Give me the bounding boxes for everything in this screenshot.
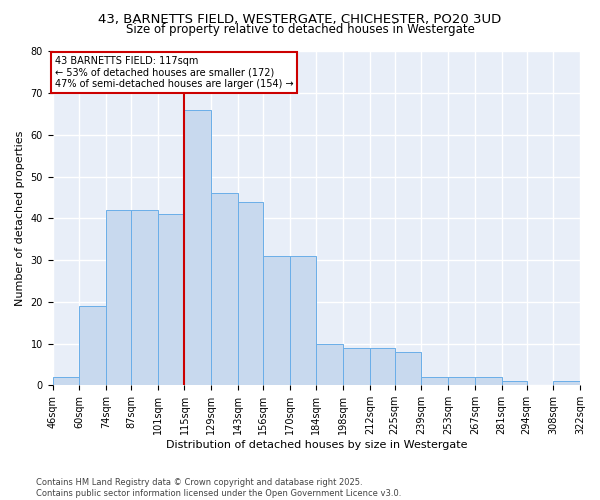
Bar xyxy=(79,306,106,385)
Bar xyxy=(421,377,448,385)
Bar xyxy=(211,194,238,385)
Bar xyxy=(370,348,395,385)
Text: Contains HM Land Registry data © Crown copyright and database right 2025.
Contai: Contains HM Land Registry data © Crown c… xyxy=(36,478,401,498)
Bar xyxy=(502,381,527,385)
Bar xyxy=(53,377,79,385)
X-axis label: Distribution of detached houses by size in Westergate: Distribution of detached houses by size … xyxy=(166,440,467,450)
Y-axis label: Number of detached properties: Number of detached properties xyxy=(15,130,25,306)
Bar xyxy=(263,256,290,385)
Text: 43 BARNETTS FIELD: 117sqm
← 53% of detached houses are smaller (172)
47% of semi: 43 BARNETTS FIELD: 117sqm ← 53% of detac… xyxy=(55,56,293,89)
Bar xyxy=(238,202,263,385)
Bar xyxy=(290,256,316,385)
Bar xyxy=(158,214,184,385)
Bar xyxy=(448,377,475,385)
Text: 43, BARNETTS FIELD, WESTERGATE, CHICHESTER, PO20 3UD: 43, BARNETTS FIELD, WESTERGATE, CHICHEST… xyxy=(98,12,502,26)
Bar xyxy=(395,352,421,385)
Bar xyxy=(475,377,502,385)
Bar xyxy=(316,344,343,385)
Bar xyxy=(343,348,370,385)
Text: Size of property relative to detached houses in Westergate: Size of property relative to detached ho… xyxy=(125,22,475,36)
Bar xyxy=(131,210,158,385)
Bar xyxy=(553,381,580,385)
Bar xyxy=(106,210,131,385)
Bar xyxy=(184,110,211,385)
